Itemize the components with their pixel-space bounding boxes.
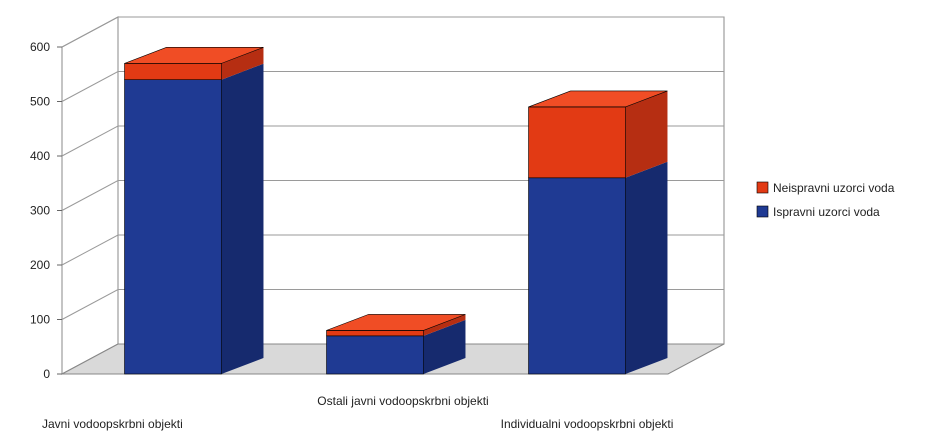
bar-segment <box>528 161 668 375</box>
bar-front <box>528 106 626 178</box>
bar-front <box>326 330 424 336</box>
y-tick-label: 0 <box>43 367 50 381</box>
bar-front <box>528 177 626 374</box>
legend-swatch <box>756 205 769 218</box>
x-category-label: Individualni vodoopskrbni objekti <box>501 417 674 431</box>
gridline <box>61 180 724 211</box>
bar-segment <box>326 314 466 337</box>
bar-outline <box>124 63 222 80</box>
gridline <box>61 234 724 266</box>
bar-front <box>124 79 222 374</box>
bar-front <box>326 335 424 374</box>
y-tick-label: 300 <box>30 204 50 218</box>
y-tick-label: 100 <box>30 313 50 327</box>
x-category-label: Ostali javni vodoopskrbni objekti <box>317 394 488 408</box>
bar-side <box>221 47 264 80</box>
bar-segment <box>326 319 466 375</box>
y-tick-label: 200 <box>30 258 50 272</box>
gridline <box>61 125 724 157</box>
bar-segment <box>124 47 264 80</box>
bar-segment <box>124 63 264 375</box>
gridline <box>61 16 724 48</box>
bar-outline <box>528 106 626 179</box>
gridline <box>61 289 724 320</box>
bar-side <box>221 63 264 374</box>
bar-outline <box>326 330 424 337</box>
bar-side <box>625 161 668 374</box>
bar-side <box>423 314 466 336</box>
legend-label: Ispravni uzorci voda <box>773 205 880 219</box>
gridline <box>61 71 724 102</box>
legend-label: Neispravni uzorci voda <box>773 181 895 195</box>
x-category-label: Javni vodoopskrbni objekti <box>42 417 183 431</box>
legend-swatch <box>756 181 769 194</box>
bar-side <box>625 90 668 178</box>
bar-front <box>124 63 222 80</box>
bar-segment <box>528 90 668 179</box>
bar-side <box>423 319 466 374</box>
y-tick-label: 500 <box>30 95 50 109</box>
y-tick-label: 400 <box>30 149 50 163</box>
y-tick-label: 600 <box>30 40 50 54</box>
